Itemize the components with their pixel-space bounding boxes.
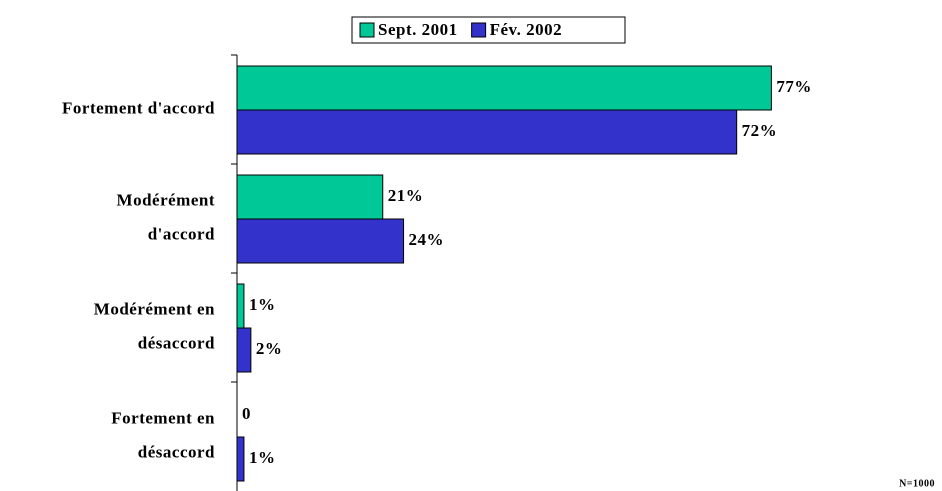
category-label: d'accord bbox=[148, 224, 215, 243]
category-label: Fortement d'accord bbox=[62, 98, 215, 117]
value-label: 24% bbox=[409, 230, 445, 249]
value-label: 1% bbox=[249, 295, 276, 314]
value-label: 21% bbox=[388, 186, 424, 205]
category-label: Modérément en bbox=[94, 299, 215, 318]
bar bbox=[236, 283, 245, 329]
note: N=1000 bbox=[899, 478, 935, 489]
bar bbox=[236, 436, 245, 482]
legend-label: Fév. 2002 bbox=[490, 20, 563, 39]
bar bbox=[236, 174, 384, 220]
category-label: Fortement en bbox=[111, 408, 215, 427]
category-label: désaccord bbox=[138, 442, 215, 461]
bar bbox=[236, 65, 772, 111]
legend-box bbox=[351, 16, 626, 44]
bar bbox=[236, 327, 252, 373]
value-label: 2% bbox=[256, 339, 283, 358]
value-label: 0 bbox=[242, 404, 251, 423]
legend-swatch bbox=[471, 22, 487, 38]
bar bbox=[236, 218, 405, 264]
legend-label: Sept. 2001 bbox=[378, 20, 458, 39]
category-label: Modérément bbox=[117, 190, 215, 209]
value-label: 72% bbox=[742, 121, 778, 140]
category-label: désaccord bbox=[138, 333, 215, 352]
legend-swatch bbox=[359, 22, 375, 38]
bar bbox=[236, 109, 738, 155]
value-label: 77% bbox=[776, 77, 812, 96]
value-label: 1% bbox=[249, 448, 276, 467]
